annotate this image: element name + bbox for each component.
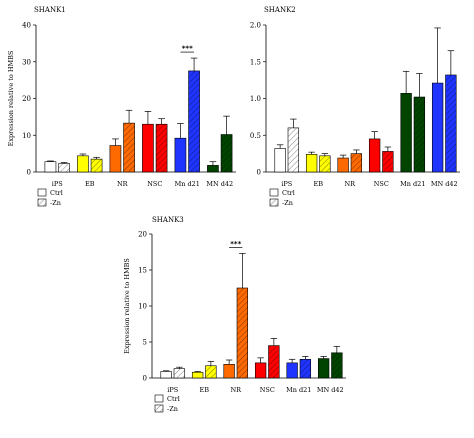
bar-ctrl	[286, 362, 298, 379]
bar-hatch	[237, 288, 248, 378]
legend-swatch-hatch	[270, 199, 278, 206]
x-category-label: MN d42	[431, 180, 458, 188]
y-axis-label: Expression relative to HMBS	[7, 51, 15, 147]
x-category-label: Mn d21	[400, 180, 425, 188]
legend-swatch	[269, 188, 279, 197]
legend-label: -Zn	[167, 405, 178, 413]
y-tick-label: 20	[22, 95, 31, 103]
x-category-label: NR	[117, 180, 129, 188]
bar-hatch	[300, 359, 311, 378]
chart-panel-2: SHANK2 0 0.5 1.0 1.5 2.0 iPS EB NR NSC Mn d21 MN d4…	[250, 6, 460, 207]
bar-hatch	[445, 74, 457, 172]
legend-label: Ctrl	[282, 189, 295, 197]
legend-swatch	[154, 394, 164, 403]
bar-hatch	[91, 159, 103, 172]
x-category-label: iPS	[167, 386, 178, 394]
legend-label: -Zn	[50, 199, 61, 207]
y-axis-label: Expression relative to HMBS	[123, 258, 131, 354]
bar-hatch	[319, 155, 331, 172]
bar-ctrl	[400, 93, 412, 173]
x-category-label: NSC	[260, 386, 275, 394]
bar-ctrl	[431, 82, 444, 173]
y-tick-label: 0	[27, 169, 31, 177]
bar-hatch	[58, 163, 70, 172]
x-category-label: iPS	[52, 180, 63, 188]
legend-swatch-hatch	[155, 405, 163, 412]
bar-hatch	[414, 97, 425, 172]
x-category-label: MN d42	[206, 180, 233, 188]
y-tick-label: 10	[22, 132, 31, 140]
y-tick-label: 2.0	[250, 22, 261, 30]
bar-hatch	[174, 368, 185, 378]
y-tick-label: 0	[143, 375, 147, 383]
chart-title: SHANK1	[34, 6, 66, 14]
significance-label: ***	[230, 240, 241, 248]
y-tick-label: 15	[138, 267, 147, 275]
y-tick-label: 30	[22, 58, 31, 66]
bar-hatch	[382, 151, 394, 172]
x-category-label: EB	[199, 386, 209, 394]
bar-hatch	[123, 123, 135, 172]
legend-swatch-hatch	[38, 199, 46, 206]
x-category-label: Mn d21	[286, 386, 311, 394]
bar-hatch	[205, 365, 217, 378]
bar-hatch	[156, 124, 168, 172]
bar-ctrl	[207, 165, 219, 173]
y-tick-label: 40	[22, 22, 31, 30]
bar-ctrl	[160, 371, 172, 379]
bar-ctrl	[274, 148, 286, 173]
bar-ctrl	[317, 358, 330, 379]
bar-ctrl	[337, 157, 349, 173]
y-tick-label: 10	[138, 303, 147, 311]
chart-panel-1: SHANK1 Expression relative to HMBS 0 10 20 30…	[7, 6, 236, 207]
y-tick-label: 0.5	[250, 132, 261, 140]
legend-label: -Zn	[282, 199, 293, 207]
x-category-label: Mn d21	[175, 180, 200, 188]
bar-ctrl	[174, 137, 187, 173]
x-category-label: EB	[313, 180, 323, 188]
bar-ctrl	[191, 371, 204, 379]
bar-hatch	[351, 153, 362, 172]
y-tick-label: 5	[143, 339, 147, 347]
bar-hatch	[221, 134, 233, 172]
x-category-label: MN d42	[317, 386, 344, 394]
bar-ctrl	[44, 161, 57, 173]
bar-ctrl	[223, 364, 235, 379]
bar-ctrl	[142, 123, 154, 173]
chart-title: SHANK3	[152, 216, 184, 224]
significance-label: ***	[182, 45, 193, 53]
chart-title: SHANK2	[264, 6, 296, 14]
bar-ctrl	[109, 145, 122, 173]
x-category-label: NR	[344, 180, 356, 188]
x-category-label: NSC	[374, 180, 389, 188]
bar-ctrl	[368, 138, 381, 173]
bar-ctrl	[77, 155, 89, 173]
bar-hatch	[331, 352, 343, 378]
bar-hatch	[268, 345, 280, 378]
bar-hatch	[288, 127, 299, 172]
legend-swatch	[37, 188, 47, 197]
bar-ctrl	[305, 154, 318, 173]
x-category-label: NSC	[147, 180, 162, 188]
legend-label: Ctrl	[50, 189, 63, 197]
x-category-label: iPS	[281, 180, 292, 188]
chart-panel-3: SHANK3 Expression relative to HMBS 0 5 10 15 2…	[123, 216, 346, 413]
y-tick-label: 0	[257, 169, 261, 177]
y-tick-label: 1.0	[250, 95, 261, 103]
x-category-label: NR	[230, 386, 242, 394]
y-tick-label: 1.5	[250, 58, 261, 66]
y-tick-label: 20	[138, 231, 147, 239]
bar-ctrl	[254, 362, 267, 379]
bar-hatch	[188, 70, 200, 172]
x-category-label: EB	[85, 180, 95, 188]
legend-label: Ctrl	[167, 395, 180, 403]
